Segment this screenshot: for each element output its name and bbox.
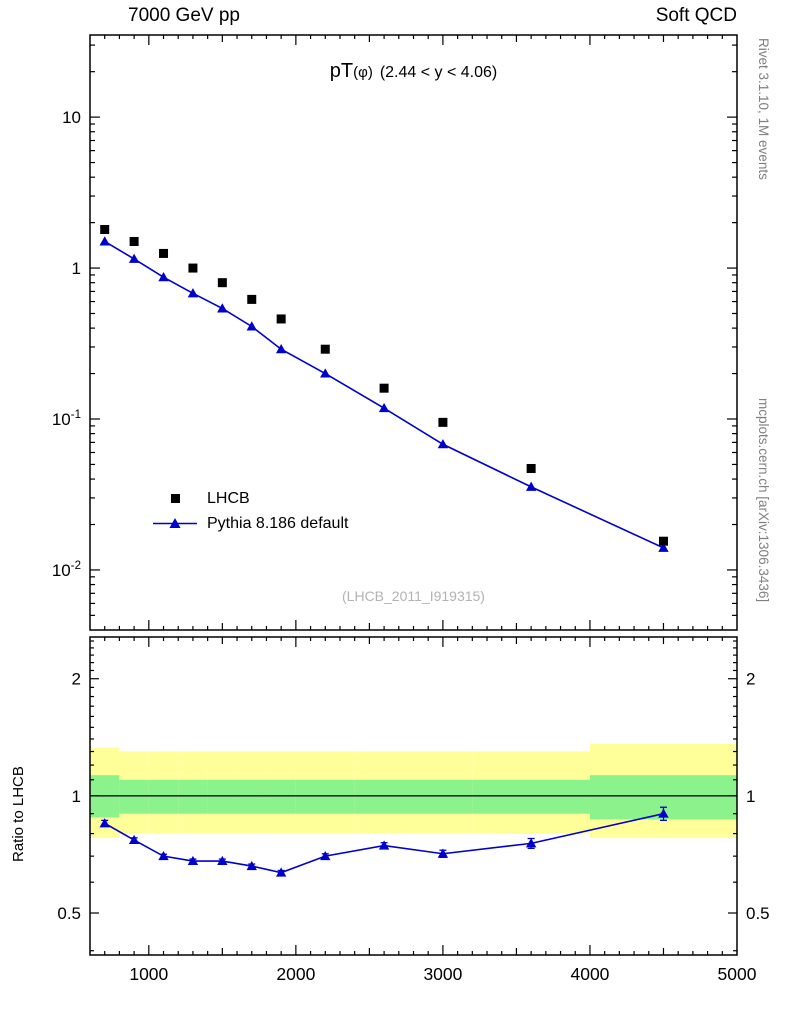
main-y-tick-label: 10 (62, 108, 81, 127)
mcplots-arxiv-note: mcplots.cern.ch [arXiv:1306.3436] (756, 398, 771, 603)
data-point-square (159, 248, 169, 258)
mc-point-triangle (217, 303, 228, 313)
ratio-y-tick-label-left: 1 (72, 787, 81, 806)
data-point-square (379, 383, 389, 393)
ratio-point-triangle (320, 850, 331, 861)
legend: LHCB Pythia 8.186 default (152, 486, 348, 536)
ratio-line (104, 812, 664, 874)
ratio-point-triangle (658, 808, 669, 818)
mc-line (104, 240, 664, 549)
band-green (237, 779, 267, 814)
x-tick-label: 4000 (570, 964, 609, 984)
data-point-square (247, 294, 257, 304)
tick-label-exponent: -2 (71, 560, 81, 572)
x-tick-label: 2000 (276, 964, 315, 984)
tick-label-exponent: -1 (71, 409, 81, 421)
process-group-label: Soft QCD (655, 5, 737, 26)
x-tick-label: 1000 (129, 964, 168, 984)
data-point-square (320, 344, 330, 354)
mc-point-triangle (378, 402, 390, 413)
main-y-tick-label: 1 (72, 259, 81, 278)
observable-label: pT (329, 60, 354, 82)
mc-point-triangle (158, 271, 169, 282)
legend-label-data: LHCB (207, 489, 250, 507)
data-point-square (526, 463, 536, 473)
ratio-point-triangle (525, 838, 537, 848)
data-point-square (658, 536, 668, 546)
mc-point-triangle (128, 253, 140, 263)
data-point-square (217, 278, 227, 288)
ratio-point-triangle (187, 855, 199, 866)
ratio-point-triangle (217, 855, 228, 866)
main-y-tick-label: 10-2 (52, 560, 81, 580)
band-green (207, 779, 238, 814)
ratio-y-tick-label-left: 2 (72, 670, 81, 689)
main-panel-border (89, 34, 738, 631)
band-green (472, 779, 590, 814)
mc-point-triangle (246, 321, 257, 331)
ratio-axis-title: Ratio to LHCB (10, 766, 27, 862)
main-y-tick-label: 10-1 (52, 409, 81, 429)
ratio-point-triangle (246, 860, 257, 871)
ratio-point-triangle (128, 834, 140, 845)
ratio-series (99, 806, 669, 877)
legend-label-mc: Pythia 8.186 default (207, 514, 349, 532)
analysis-id-watermark: (LHCB_2011_I919315) (342, 588, 485, 604)
ratio-y-tick-label-right: 2 (746, 670, 755, 689)
ratio-point-triangle (275, 867, 287, 877)
ratio-y-tick-label-right: 0.5 (746, 904, 770, 923)
mc-point-triangle (99, 236, 110, 246)
data-point-square (188, 263, 198, 273)
beam-energy-label: 7000 GeV pp (128, 5, 240, 26)
data-marker-box (152, 494, 198, 503)
data-point-square (100, 225, 110, 235)
band-green (295, 779, 355, 814)
tick-label-base: 10 (52, 561, 71, 580)
mc-point-triangle (437, 439, 449, 449)
ratio-bands (90, 743, 737, 838)
band-green (354, 779, 414, 814)
legend-item-mc: Pythia 8.186 default (152, 511, 348, 536)
band-green (119, 779, 149, 814)
ratio-y-tick-label-right: 1 (746, 787, 755, 806)
ratio-y-tick-label-left: 0.5 (57, 904, 81, 923)
rivet-version-note: Rivet 3.1.10, 1M events (756, 38, 771, 180)
mc-point-triangle (187, 288, 199, 298)
ratio-point-triangle (99, 818, 110, 828)
ratio-point-triangle (158, 850, 169, 861)
legend-item-data: LHCB (152, 486, 348, 511)
blue-triangle-line-icon (153, 518, 197, 528)
mc-point-triangle (658, 542, 669, 552)
black-square-icon (170, 494, 180, 503)
mc-point-triangle (275, 344, 287, 354)
ratio-panel-border (89, 636, 738, 956)
data-point-square (438, 417, 448, 427)
tick-label-base: 1 (72, 259, 81, 278)
data-series (100, 225, 668, 546)
x-tick-label: 3000 (423, 964, 462, 984)
mc-point-triangle (320, 368, 331, 378)
data-point-square (129, 236, 139, 246)
mc-marker-box (152, 517, 198, 530)
band-green (148, 779, 179, 814)
rapidity-range-label: (2.44 < y < 4.06) (379, 64, 498, 81)
ratio-point-triangle (378, 840, 390, 850)
band-green (178, 779, 208, 814)
tick-label-base: 10 (52, 410, 71, 429)
ratio-point-triangle (437, 848, 449, 858)
tick-label-base: 10 (62, 108, 81, 127)
data-point-square (276, 314, 286, 324)
band-green (266, 779, 296, 814)
band-green (413, 779, 473, 814)
x-tick-label: 5000 (718, 964, 757, 984)
plot-title: pT(φ) (2.44 < y < 4.06) (90, 60, 737, 83)
mc-point-triangle (525, 481, 537, 491)
mc-series (99, 236, 669, 552)
particle-label: (φ) (353, 64, 373, 81)
